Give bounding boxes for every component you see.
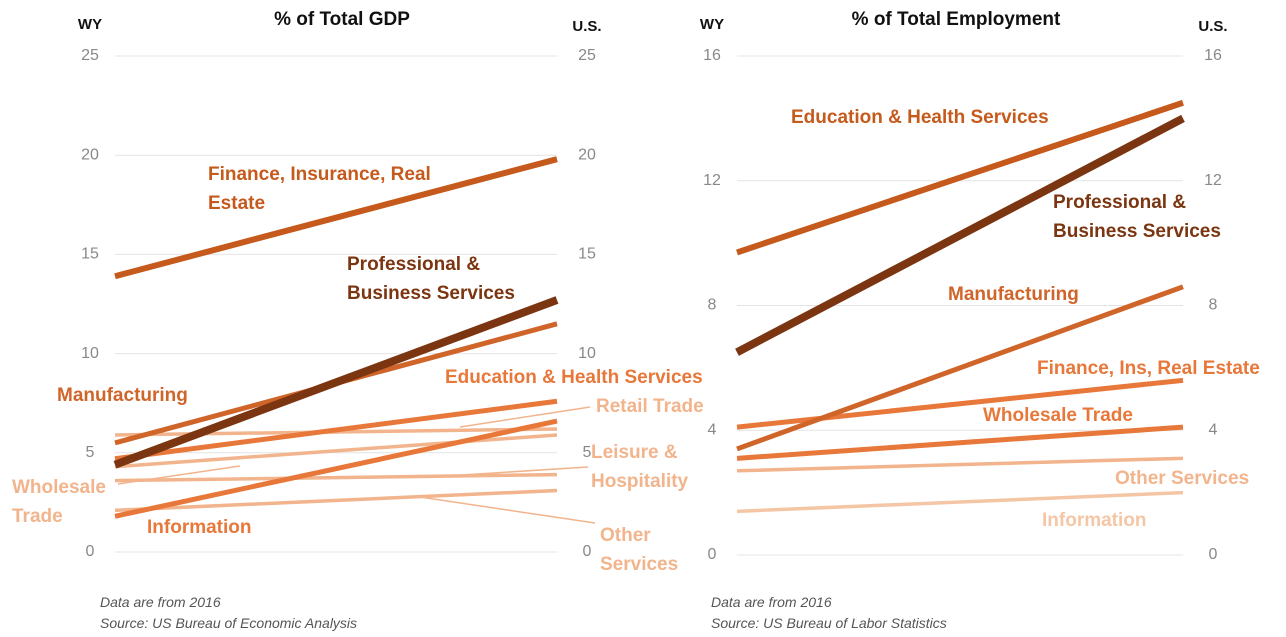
slope-line xyxy=(736,99,1184,256)
slope-line xyxy=(113,296,559,469)
y2-tick-label: 25 xyxy=(578,47,596,64)
leader-line xyxy=(459,406,591,428)
series-label: Retail Trade xyxy=(596,396,704,417)
chart-title: % of Total Employment xyxy=(852,9,1061,30)
y2-tick-label: 16 xyxy=(1204,47,1222,64)
slope-line xyxy=(735,114,1185,356)
y2-tick-label: 0 xyxy=(1209,546,1218,563)
y2-tick-label: 8 xyxy=(1209,297,1218,314)
axis-header: WY xyxy=(700,16,724,33)
slope-line xyxy=(736,424,1184,461)
source-note: Source: US Bureau of Labor Statistics xyxy=(711,615,947,631)
series-label: Leisure & Hospitality xyxy=(591,442,689,492)
slope-line xyxy=(114,156,558,280)
y2-tick-label: 0 xyxy=(583,543,592,560)
slope-line xyxy=(114,472,558,483)
axis-header: U.S. xyxy=(1198,18,1227,35)
y-tick-label: 15 xyxy=(81,246,99,263)
source-note: Data are from 2016 xyxy=(100,594,221,610)
y-tick-label: 20 xyxy=(81,146,99,163)
y2-tick-label: 12 xyxy=(1204,172,1222,189)
chart-title: % of Total GDP xyxy=(274,9,410,30)
slope-line xyxy=(114,418,558,519)
y-tick-label: 0 xyxy=(708,546,717,563)
y-tick-label: 16 xyxy=(703,47,721,64)
series-label: Education & Health Services xyxy=(791,107,1049,128)
y-tick-label: 4 xyxy=(708,421,717,438)
series-label: Other Services xyxy=(1115,468,1250,489)
axis-header: WY xyxy=(78,16,102,33)
leader-line xyxy=(117,465,241,485)
y-tick-label: 5 xyxy=(86,444,95,461)
slope-line xyxy=(114,433,558,469)
y2-tick-label: 4 xyxy=(1209,421,1218,438)
y2-tick-label: 15 xyxy=(578,246,596,263)
slope-line xyxy=(736,456,1184,473)
series-label: Information xyxy=(147,517,252,538)
y-tick-label: 0 xyxy=(86,543,95,560)
y-tick-label: 8 xyxy=(708,297,717,314)
axis-header: U.S. xyxy=(572,18,601,35)
series-label: Manufacturing xyxy=(948,284,1079,305)
series-label: Information xyxy=(1042,510,1147,531)
slope-line xyxy=(736,284,1184,452)
slope-line xyxy=(114,398,558,462)
y-tick-label: 25 xyxy=(81,47,99,64)
leader-line xyxy=(419,496,596,524)
source-note: Data are from 2016 xyxy=(711,594,832,610)
y-tick-label: 12 xyxy=(703,172,721,189)
series-label: Manufacturing xyxy=(57,385,188,406)
series-label: Finance, Insurance, Real Estate xyxy=(208,164,431,214)
y2-tick-label: 5 xyxy=(583,444,592,461)
series-label: Professional & Business Services xyxy=(347,254,515,304)
series-label: Wholesale Trade xyxy=(12,477,106,527)
series-label: Wholesale Trade xyxy=(983,405,1133,426)
series-label: Education & Health Services xyxy=(445,367,703,388)
y-tick-label: 10 xyxy=(81,345,99,362)
y2-tick-label: 10 xyxy=(578,345,596,362)
slope-line xyxy=(114,488,558,513)
series-label: Professional & Business Services xyxy=(1053,192,1221,242)
series-label: Other Services xyxy=(600,525,679,575)
series-label: Finance, Ins, Real Estate xyxy=(1037,358,1260,379)
slope-line xyxy=(736,490,1184,514)
source-note: Source: US Bureau of Economic Analysis xyxy=(100,615,358,631)
y2-tick-label: 20 xyxy=(578,146,596,163)
